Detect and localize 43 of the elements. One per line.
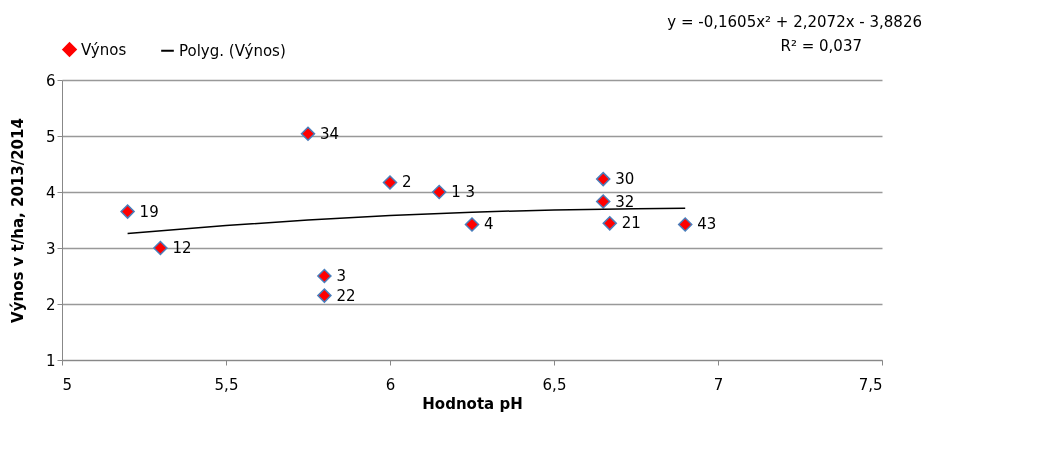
annotation: 34 [320,124,340,143]
x-tick-label: 7,5 [858,375,883,394]
point [431,184,447,200]
y-axis-title: Výnos v t/ha, 2013/2014 [8,118,27,323]
y-tick-label: 4 [45,183,56,202]
x-tick-label: 5,5 [214,375,239,394]
annotation: 2 [402,173,412,192]
point [595,194,611,209]
point [464,217,480,232]
annotation: 30 [615,170,635,189]
text: R² = 0,037 [780,37,862,55]
point [677,217,693,232]
point [317,288,332,303]
annotation: 22 [336,286,356,305]
point [153,240,168,256]
annotation: 21 [621,214,641,233]
y-tick-label: 5 [45,127,56,146]
line-series [126,207,686,235]
point [602,216,618,231]
legend-label: Polyg. (Výnos) [179,41,286,60]
annotation: 3 [336,267,346,285]
x-tick-label: 5 [62,375,73,394]
point [300,126,316,142]
annotation: 19 [139,202,159,221]
legend-label: Výnos [81,40,127,59]
annotation: 12 [172,239,192,257]
point [120,204,135,219]
annotation: 1 3 [451,183,476,201]
y-tick-label: 3 [45,239,56,258]
x-tick-label: 7 [713,375,724,394]
point [317,268,332,284]
y-tick-label: 2 [45,295,56,314]
annotation: 32 [615,192,635,211]
annotation: 43 [697,215,717,234]
y-tick-label: 1 [45,351,56,370]
x-axis-title: Hodnota pH [422,394,523,413]
annotation: 4 [484,215,494,234]
y-tick-label: 6 [45,71,56,90]
text: y = -0,1605x² + 2,2072x - 3,8826 [667,13,922,31]
x-tick-label: 6 [385,375,396,394]
point [595,171,611,187]
x-tick-label: 6,5 [542,375,567,394]
point [382,175,398,190]
